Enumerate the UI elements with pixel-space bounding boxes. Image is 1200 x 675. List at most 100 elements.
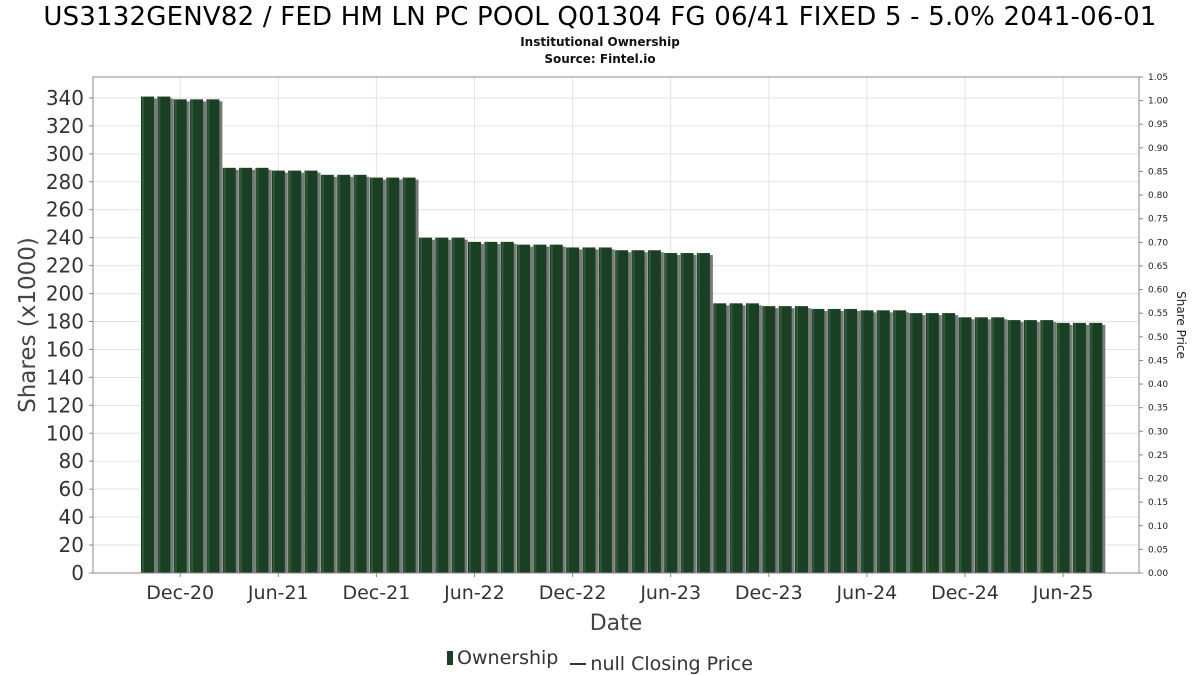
ownership-bar <box>795 306 808 573</box>
ownership-bar <box>402 177 416 574</box>
ownership-bar <box>647 250 661 573</box>
ownership-bar <box>468 241 481 573</box>
legend: Ownership null Closing Price <box>0 647 1200 675</box>
x-tick-label: Dec-20 <box>146 582 214 604</box>
bar-highlight <box>305 170 308 573</box>
bar-highlight <box>861 310 864 573</box>
bar-highlight <box>223 167 226 573</box>
bar-highlight <box>763 306 766 573</box>
ownership-bar <box>925 313 939 573</box>
y-tick-label: 60 <box>59 477 84 501</box>
bar-highlight <box>452 237 455 573</box>
bar-highlight <box>354 174 357 574</box>
ownership-bar <box>141 96 154 574</box>
x-tick-label: Jun-25 <box>1032 582 1094 604</box>
bar-highlight <box>1008 320 1011 573</box>
ownership-bar <box>386 177 400 574</box>
bar-highlight <box>518 244 521 573</box>
bar-highlight <box>894 310 897 573</box>
ownership-bar <box>680 253 694 573</box>
y-tick-label: 40 <box>59 505 84 529</box>
x-axis-title: Date <box>590 611 643 636</box>
ownership-bar <box>909 313 923 573</box>
y2-tick-label: 0.65 <box>1148 262 1168 272</box>
bar-highlight <box>877 310 880 573</box>
bar-highlight <box>943 313 946 573</box>
bar-swatch-icon <box>447 651 454 665</box>
bar-highlight <box>632 250 635 573</box>
y-tick-label: 160 <box>46 337 84 361</box>
ownership-bar <box>811 308 825 573</box>
bar-highlight <box>779 306 782 573</box>
ownership-bar <box>206 99 220 574</box>
ownership-bar <box>631 250 645 573</box>
bar-highlight <box>975 317 978 573</box>
bar-highlight <box>501 241 504 573</box>
ownership-bar <box>696 253 710 573</box>
bar-highlight <box>272 170 275 573</box>
bar-highlight <box>959 317 962 573</box>
bar-highlight <box>550 244 553 573</box>
y-tick-label: 240 <box>46 226 84 250</box>
line-swatch-icon <box>570 663 587 665</box>
y2-tick-label: 0.10 <box>1148 522 1168 532</box>
y2-tick-label: 0.35 <box>1148 404 1168 414</box>
y2-tick-label: 0.75 <box>1148 215 1168 225</box>
bar-highlight <box>289 170 292 573</box>
y2-tick-label: 0.40 <box>1148 380 1168 390</box>
y-tick-label: 220 <box>46 254 84 278</box>
y-tick-label: 200 <box>46 282 84 306</box>
legend-item-closing-price: null Closing Price <box>568 653 753 675</box>
ownership-bar <box>844 308 858 573</box>
y2-tick-label: 0.55 <box>1148 309 1168 319</box>
x-tick-label: Dec-22 <box>539 582 607 604</box>
bar-highlight <box>207 99 210 574</box>
x-tick-label: Dec-23 <box>735 582 803 604</box>
y2-tick-label: 0.20 <box>1148 475 1168 485</box>
ownership-bar <box>566 247 580 573</box>
y2-tick-label: 0.00 <box>1148 569 1168 579</box>
bar-highlight <box>616 250 619 573</box>
ownership-bar <box>778 306 792 573</box>
ownership-bar <box>271 170 285 573</box>
ownership-bar <box>1040 320 1054 573</box>
ownership-bar <box>190 99 204 574</box>
y2-tick-label: 0.30 <box>1148 427 1168 437</box>
y-tick-label: 260 <box>46 198 84 222</box>
bar-highlight <box>599 247 602 573</box>
y2-tick-label: 0.05 <box>1148 545 1168 555</box>
bar-highlight <box>1090 322 1093 573</box>
ownership-bar <box>549 244 563 573</box>
bar-highlight <box>714 303 717 573</box>
bar-highlight <box>730 303 733 573</box>
ownership-bar <box>288 170 302 573</box>
ownership-bar <box>942 313 956 573</box>
y2-tick-label: 0.90 <box>1148 144 1168 154</box>
ownership-bar <box>598 247 612 573</box>
legend-label-ownership: Ownership <box>457 647 559 669</box>
bar-highlight <box>796 306 798 573</box>
ownership-bar <box>517 244 531 573</box>
y-axis-title: Shares (x1000) <box>15 237 41 413</box>
x-tick-label: Dec-24 <box>931 582 999 604</box>
bar-highlight <box>926 313 929 573</box>
ownership-bar <box>893 310 907 573</box>
y-tick-label: 300 <box>46 142 84 166</box>
ownership-bar <box>451 237 465 573</box>
bar-highlight <box>845 308 848 573</box>
y-tick-label: 80 <box>59 449 84 473</box>
ownership-bar <box>1023 320 1037 573</box>
bar-highlight <box>665 253 668 573</box>
ownership-bar <box>157 96 171 574</box>
y2-tick-label: 0.45 <box>1148 356 1168 366</box>
ownership-bar <box>222 167 236 573</box>
bar-highlight <box>1041 320 1044 573</box>
y2-tick-label: 0.80 <box>1148 191 1168 201</box>
y-tick-label: 0 <box>71 561 84 585</box>
bar-highlight <box>992 317 995 573</box>
bar-highlight <box>387 177 390 574</box>
bar-highlight <box>485 241 488 573</box>
x-tick-label: Dec-21 <box>342 582 410 604</box>
y2-tick-label: 0.15 <box>1148 498 1168 508</box>
